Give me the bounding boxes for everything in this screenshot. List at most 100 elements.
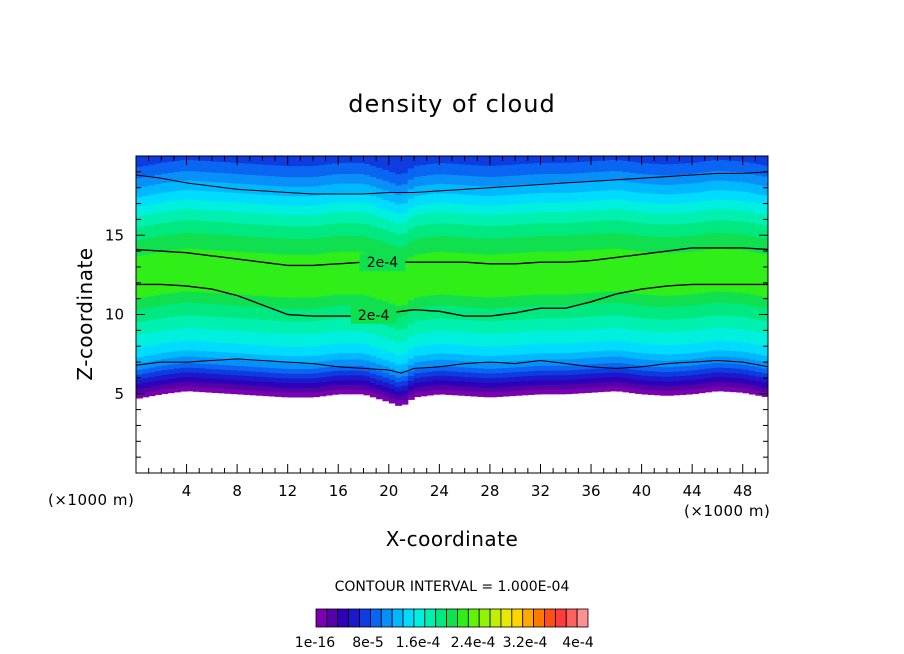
heat-cell [559, 211, 567, 224]
heat-cell [148, 268, 156, 286]
heat-cell [388, 220, 396, 233]
heat-cell [603, 156, 611, 161]
colorbar-swatch [369, 608, 382, 628]
heat-cell [723, 349, 731, 357]
heat-cell [154, 212, 162, 224]
heat-cell [628, 234, 636, 251]
heat-cell [369, 204, 377, 216]
heat-cell [192, 356, 200, 364]
heat-cell [363, 294, 371, 307]
heat-cell [464, 354, 472, 362]
heat-cell [186, 290, 194, 303]
heat-cell [420, 295, 428, 308]
heat-cell [679, 183, 687, 194]
heat-cell [736, 382, 744, 388]
heat-cell [711, 367, 719, 373]
heat-cell [237, 162, 245, 175]
heat-cell [331, 283, 339, 295]
heat-cell [578, 265, 586, 283]
heat-cell [553, 365, 561, 371]
heat-cell [635, 317, 643, 331]
heat-cell [508, 184, 516, 195]
heat-cell [540, 352, 548, 360]
heat-cell [559, 201, 567, 213]
heat-cell [502, 345, 510, 356]
heat-cell [540, 384, 548, 390]
heat-cell [445, 174, 453, 185]
heat-cell [218, 234, 226, 251]
heat-cell [237, 370, 245, 376]
heat-cell [256, 331, 263, 346]
heat-cell [730, 180, 737, 191]
heat-cell [186, 156, 194, 160]
heat-cell [224, 378, 232, 385]
heat-cell [426, 371, 434, 377]
heat-cell [692, 173, 700, 184]
colorbar-swatch [533, 608, 545, 628]
heat-cell [256, 268, 263, 285]
heat-cell [376, 227, 384, 241]
heat-cell [205, 200, 213, 211]
heat-cell [173, 209, 181, 222]
heat-cell [755, 193, 763, 204]
heat-cell [761, 269, 768, 286]
heat-cell [660, 268, 668, 285]
heat-cell [470, 386, 478, 392]
heat-cell [186, 302, 194, 316]
heat-cell [338, 201, 346, 213]
heat-cell [433, 330, 440, 345]
heat-cell [331, 222, 339, 237]
heat-cell [641, 317, 649, 332]
heat-cell [591, 292, 598, 304]
heat-cell [388, 361, 396, 369]
heat-cell [439, 352, 447, 360]
heat-cell [730, 190, 737, 201]
heat-cell [338, 384, 346, 390]
heat-cell [268, 367, 276, 373]
heat-cell [692, 266, 700, 283]
heat-cell [635, 250, 643, 268]
heat-cell [420, 345, 428, 356]
heat-cell [685, 379, 693, 386]
heat-cell [685, 352, 693, 360]
heat-cell [597, 190, 605, 201]
heat-cell [603, 264, 611, 281]
heat-cell [218, 281, 226, 294]
heat-cell [180, 302, 188, 316]
heat-cell [496, 156, 504, 166]
heat-cell [692, 161, 700, 174]
heat-cell [243, 389, 251, 395]
heat-cell [761, 195, 768, 206]
heat-cell [319, 268, 327, 286]
heat-cell [142, 391, 150, 398]
heat-cell [565, 352, 573, 360]
heat-cell [521, 366, 529, 372]
heat-cell [192, 372, 200, 378]
heat-cell [540, 162, 548, 175]
heat-cell [325, 174, 333, 185]
heat-cell [344, 330, 352, 344]
heat-cell [654, 283, 662, 296]
heat-cell [470, 332, 478, 346]
heat-cell [496, 372, 504, 378]
heat-cell [395, 376, 403, 383]
heat-cell [294, 186, 301, 197]
heat-cell [312, 307, 320, 322]
heat-cell [249, 156, 257, 164]
heat-cell [635, 383, 643, 390]
heat-cell [502, 185, 510, 196]
heat-cell [470, 345, 478, 356]
heat-cell [192, 280, 200, 292]
heat-cell [603, 219, 611, 234]
heat-cell [420, 284, 428, 297]
heat-cell [420, 156, 428, 165]
heat-cell [730, 372, 737, 378]
heat-cell [698, 316, 706, 330]
heat-cell [730, 220, 737, 234]
heat-cell [717, 355, 725, 363]
heat-cell [597, 372, 605, 378]
x-tick-label: 32 [531, 482, 550, 500]
heat-cell [148, 319, 156, 333]
colorbar-swatch [380, 608, 393, 628]
